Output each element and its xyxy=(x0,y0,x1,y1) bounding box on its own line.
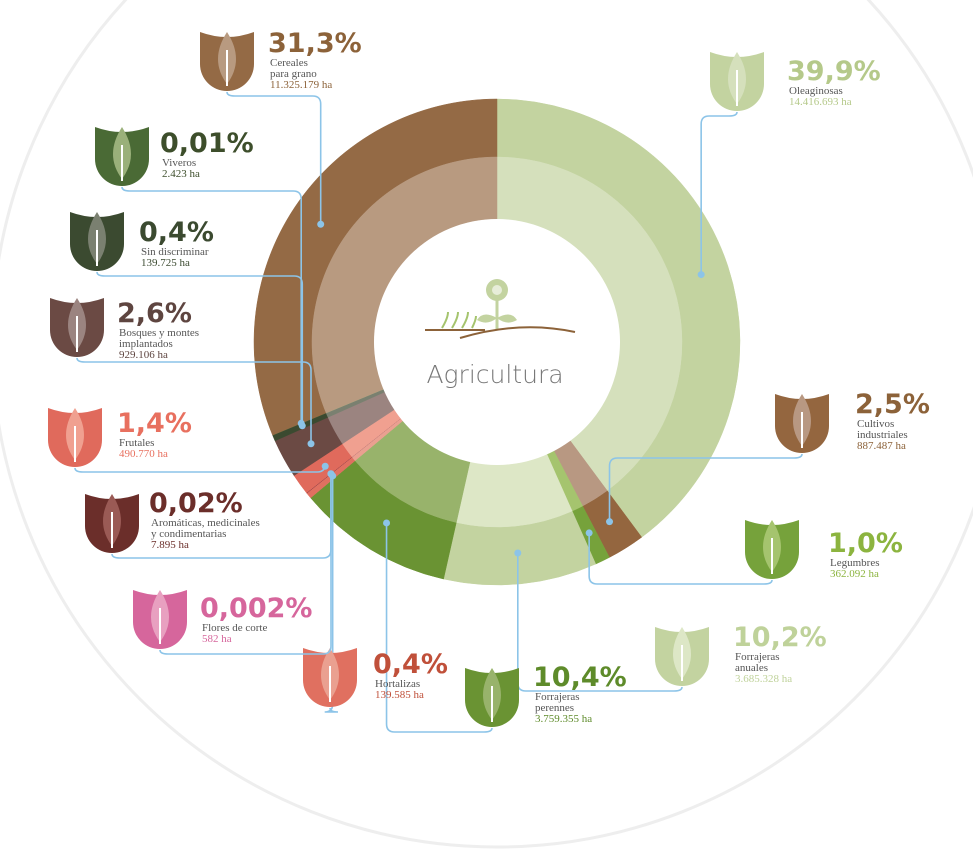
percent-label: 0,4% xyxy=(139,217,214,248)
area-label: 582 ha xyxy=(202,633,232,645)
center-icon xyxy=(425,279,576,339)
area-label: 3.759.355 ha xyxy=(535,713,592,725)
category-label: Bosques y montes xyxy=(119,327,199,339)
connector xyxy=(226,91,322,225)
category-label: Aromáticas, medicinales xyxy=(151,517,260,529)
area-label: 7.895 ha xyxy=(151,539,189,551)
category-label: Legumbres xyxy=(830,557,879,569)
connector xyxy=(159,473,332,655)
connector-dot xyxy=(697,271,705,279)
connector xyxy=(700,111,738,275)
connector-dot xyxy=(321,462,329,470)
percent-label: 2,5% xyxy=(855,389,930,420)
category-label: industriales xyxy=(857,429,908,441)
connector-dot xyxy=(585,529,593,537)
donut xyxy=(253,98,741,586)
percent-label: 31,3% xyxy=(268,28,362,59)
percent-label: 1,4% xyxy=(117,408,192,439)
area-label: 887.487 ha xyxy=(857,440,906,452)
connector-dot xyxy=(307,440,315,448)
percent-label: 2,6% xyxy=(117,298,192,329)
category-label: perennes xyxy=(535,702,574,714)
percent-label: 1,0% xyxy=(828,528,903,559)
connector xyxy=(324,475,339,713)
category-label: Cereales xyxy=(270,57,308,69)
connector xyxy=(588,532,773,585)
category-label: Cultivos xyxy=(857,418,894,430)
percent-label: 0,01% xyxy=(160,128,254,159)
area-label: 2.423 ha xyxy=(162,168,200,180)
percent-label: 39,9% xyxy=(787,56,881,87)
area-label: 139.725 ha xyxy=(141,257,190,269)
category-label: Forrajeras xyxy=(735,651,780,663)
area-label: 3.685.328 ha xyxy=(735,673,792,685)
category-label: anuales xyxy=(735,662,768,674)
percent-label: 0,002% xyxy=(200,593,312,624)
connector xyxy=(385,522,493,733)
center-hole xyxy=(374,219,620,465)
category-label: Sin discriminar xyxy=(141,246,209,258)
percent-label: 0,02% xyxy=(149,488,243,519)
connector-dot xyxy=(317,220,325,228)
category-label: Frutales xyxy=(119,437,154,449)
category-label: para grano xyxy=(270,68,317,80)
connector-dot xyxy=(606,518,614,526)
category-label: Forrajeras xyxy=(535,691,580,703)
percent-label: 0,4% xyxy=(373,649,448,680)
connector xyxy=(608,453,803,522)
connector-dot xyxy=(327,470,335,478)
category-label: Oleaginosas xyxy=(789,85,843,97)
percent-label: 10,2% xyxy=(733,622,827,653)
area-label: 11.325.179 ha xyxy=(270,79,332,91)
connector-dot xyxy=(297,419,305,427)
category-label: Viveros xyxy=(162,157,196,169)
connector-dot xyxy=(514,549,522,557)
area-label: 490.770 ha xyxy=(119,448,168,460)
center-label: Agricultura xyxy=(426,360,563,389)
category-label: Hortalizas xyxy=(375,678,420,690)
connector xyxy=(111,473,332,559)
connector xyxy=(121,186,303,424)
area-label: 929.106 ha xyxy=(119,349,168,361)
percent-label: 10,4% xyxy=(533,662,627,693)
area-label: 139.585 ha xyxy=(375,689,424,701)
category-label: implantados xyxy=(119,338,173,350)
connector-dot xyxy=(383,519,391,527)
category-label: Flores de corte xyxy=(202,622,267,634)
category-label: y condimentarias xyxy=(151,528,226,540)
area-label: 14.416.693 ha xyxy=(789,96,852,108)
area-label: 362.092 ha xyxy=(830,568,879,580)
